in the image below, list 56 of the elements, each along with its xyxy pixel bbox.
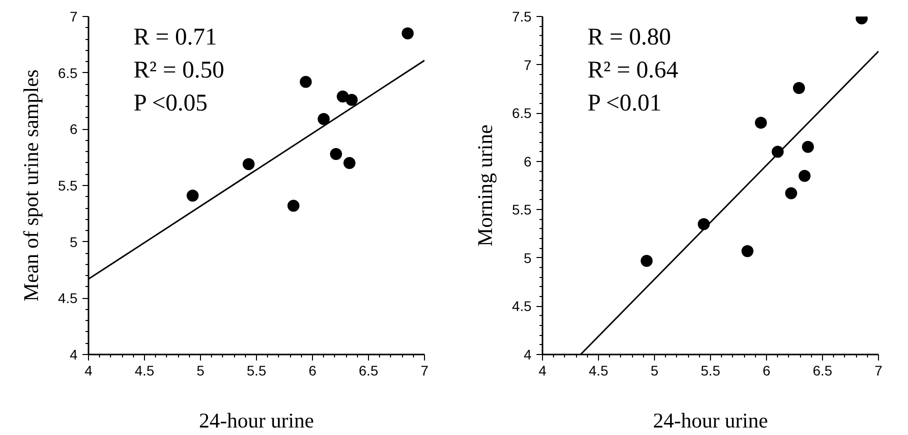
point	[287, 200, 300, 212]
x-tick-label: 4	[84, 362, 93, 378]
point	[802, 140, 814, 153]
point	[330, 148, 342, 160]
point	[300, 76, 312, 88]
point	[336, 90, 349, 102]
x-tick-label: 4.5	[134, 362, 154, 378]
x-tick-label: 6.5	[358, 362, 378, 378]
y-tick-label: 5.5	[512, 202, 532, 218]
y-tick-label: 7.5	[512, 8, 532, 24]
x-tick-label: 7	[420, 362, 429, 378]
point	[346, 94, 358, 106]
y-tick-label: 7	[70, 8, 78, 24]
y-tick-label: 6	[524, 153, 532, 170]
point	[318, 113, 330, 126]
y-tick-label: 6.5	[58, 64, 78, 81]
point	[741, 245, 754, 258]
point	[402, 27, 414, 40]
point	[640, 254, 653, 267]
x-tick-label: 6.5	[812, 362, 832, 378]
annotation: R = 0.71	[134, 24, 218, 50]
annotation: P <0.05	[134, 90, 208, 116]
x-tick-label: 4.5	[588, 362, 608, 378]
x-tick-label: 4	[538, 362, 547, 378]
x-tick-label: 5	[650, 362, 659, 378]
x-tick-label: 5.5	[246, 362, 266, 378]
annotation: R = 0.80	[588, 24, 672, 50]
x-tick-label: 6	[762, 362, 771, 378]
point	[242, 158, 255, 170]
annotation: R² = 0.64	[588, 58, 678, 84]
point	[792, 82, 805, 94]
x-tick-label: 6	[308, 362, 317, 378]
y-tick-label: 7	[524, 56, 532, 73]
y-tick-label: 5	[70, 234, 78, 250]
x-axis-title: 24-hour urine	[199, 408, 314, 432]
y-tick-label: 6	[70, 121, 78, 138]
y-tick-label: 4	[524, 346, 532, 362]
point	[798, 170, 811, 182]
y-tick-label: 4.5	[58, 290, 78, 306]
point	[343, 156, 356, 169]
annotation: R² = 0.50	[134, 58, 224, 84]
y-tick-label: 4	[70, 346, 78, 362]
y-tick-label: 5	[524, 250, 532, 266]
annotation: P <0.01	[588, 90, 662, 116]
y-axis-title: Morning urine	[473, 124, 498, 246]
point	[186, 190, 199, 202]
point	[785, 187, 798, 200]
x-tick-label: 5.5	[700, 362, 720, 378]
x-tick-label: 5	[196, 362, 205, 378]
y-axis-title: Mean of spot urine samples	[19, 69, 44, 302]
y-tick-label: 5.5	[58, 178, 78, 194]
y-tick-label: 4.5	[512, 298, 532, 314]
x-tick-label: 7	[874, 362, 883, 378]
x-axis-title: 24-hour urine	[653, 408, 768, 432]
point	[754, 116, 767, 129]
y-tick-label: 6.5	[512, 105, 532, 122]
